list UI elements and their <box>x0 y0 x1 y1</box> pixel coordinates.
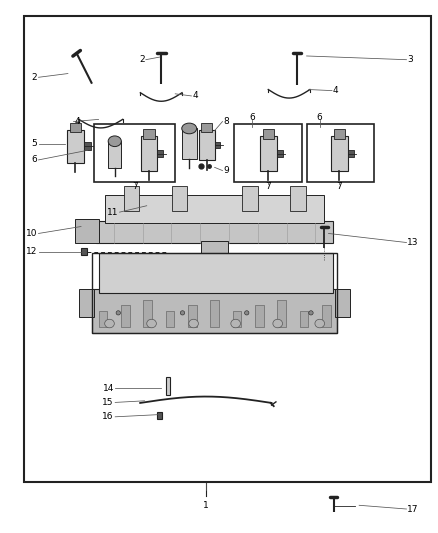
Text: 6: 6 <box>32 156 37 164</box>
Bar <box>263 130 274 139</box>
Bar <box>141 136 157 171</box>
Bar <box>255 305 264 327</box>
Text: 4: 4 <box>193 92 198 100</box>
Text: 6: 6 <box>317 113 323 122</box>
Bar <box>121 305 130 327</box>
Bar <box>234 124 302 182</box>
Ellipse shape <box>231 319 240 328</box>
Bar <box>143 300 152 327</box>
Ellipse shape <box>108 136 121 147</box>
Text: 9: 9 <box>223 166 229 175</box>
Bar <box>201 241 228 277</box>
Text: 17: 17 <box>407 505 419 513</box>
Bar <box>233 311 241 327</box>
Text: 4: 4 <box>74 117 80 126</box>
Text: 10: 10 <box>26 229 37 238</box>
Bar <box>105 195 324 223</box>
Bar <box>92 253 337 333</box>
Text: 11: 11 <box>107 208 118 216</box>
Bar <box>143 130 155 139</box>
Text: 15: 15 <box>102 398 114 407</box>
Bar <box>300 311 308 327</box>
Ellipse shape <box>273 319 283 328</box>
Bar <box>70 123 81 132</box>
Bar <box>75 219 99 243</box>
Bar <box>348 150 354 157</box>
Bar <box>79 289 94 317</box>
Bar <box>99 311 107 327</box>
Bar <box>81 248 87 255</box>
Text: 7: 7 <box>336 182 343 191</box>
Bar <box>172 186 187 212</box>
Bar <box>215 142 220 148</box>
Bar <box>242 186 258 212</box>
Text: 16: 16 <box>102 413 114 421</box>
Bar <box>94 124 175 182</box>
Bar <box>277 300 286 327</box>
Text: 13: 13 <box>407 238 419 247</box>
Bar <box>157 412 162 419</box>
Ellipse shape <box>244 311 249 315</box>
Bar <box>199 130 215 160</box>
Text: 2: 2 <box>139 55 145 64</box>
Ellipse shape <box>105 319 114 328</box>
Bar <box>277 150 283 157</box>
Text: 6: 6 <box>249 113 255 122</box>
Text: 7: 7 <box>265 182 272 191</box>
Bar <box>260 136 277 171</box>
Ellipse shape <box>182 123 197 134</box>
Text: 12: 12 <box>26 247 37 256</box>
Bar <box>67 130 84 163</box>
Bar <box>201 123 212 132</box>
Bar <box>188 305 197 327</box>
Bar <box>331 136 348 171</box>
Text: 7: 7 <box>132 182 138 191</box>
Ellipse shape <box>180 311 185 315</box>
Bar <box>166 377 170 395</box>
Ellipse shape <box>315 319 325 328</box>
Bar <box>96 221 333 243</box>
Bar <box>307 124 374 182</box>
Text: 3: 3 <box>407 55 413 64</box>
Bar <box>99 253 333 293</box>
Bar <box>124 186 139 212</box>
Bar <box>108 141 121 168</box>
Bar <box>84 142 91 150</box>
Bar <box>335 289 350 317</box>
Text: 2: 2 <box>32 73 37 82</box>
Bar <box>24 16 431 482</box>
Ellipse shape <box>147 319 156 328</box>
Bar <box>210 300 219 327</box>
Ellipse shape <box>116 311 120 315</box>
Text: 5: 5 <box>32 140 37 148</box>
Bar <box>166 311 174 327</box>
Bar <box>92 289 337 333</box>
Bar <box>157 150 163 157</box>
Text: 14: 14 <box>102 384 114 392</box>
Bar <box>334 130 345 139</box>
Ellipse shape <box>189 319 198 328</box>
Text: 4: 4 <box>333 86 339 95</box>
Bar <box>182 128 197 159</box>
Text: 8: 8 <box>223 117 229 126</box>
Bar <box>290 186 306 212</box>
Bar <box>322 305 331 327</box>
Ellipse shape <box>309 311 313 315</box>
Text: 1: 1 <box>203 501 209 510</box>
